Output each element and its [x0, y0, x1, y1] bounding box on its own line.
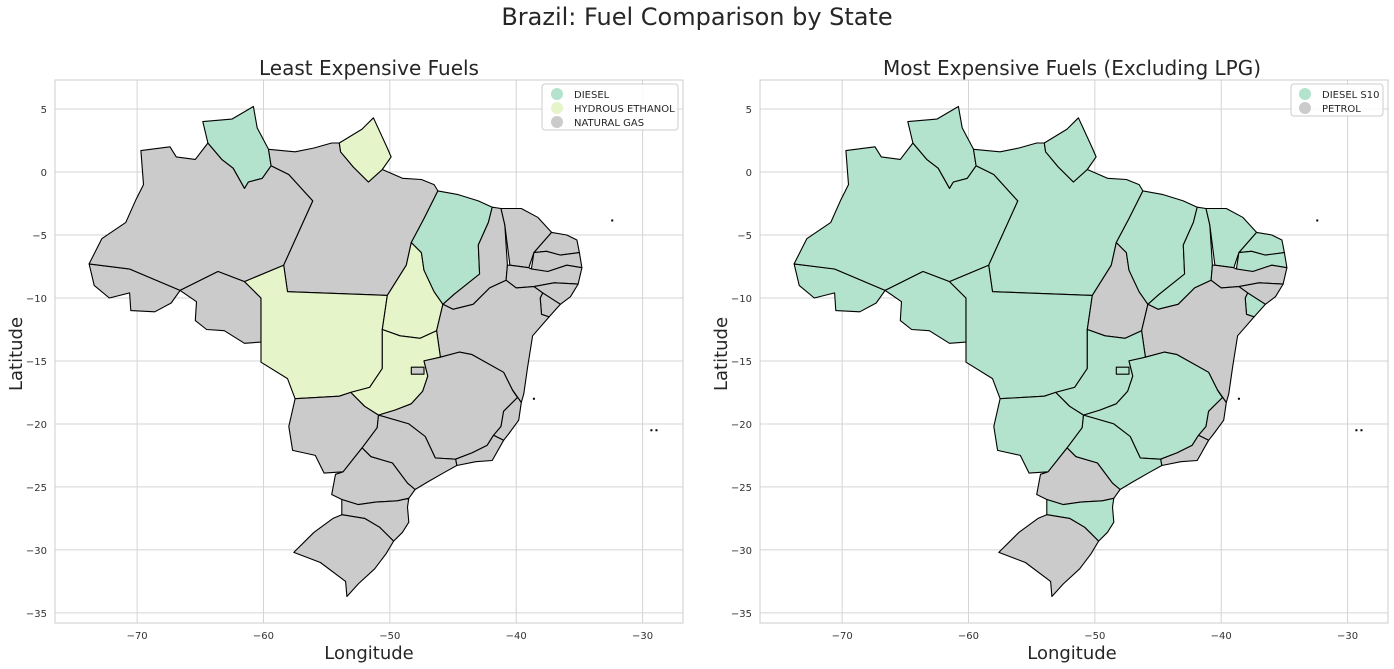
x-tick-label: −40 [506, 631, 527, 642]
y-tick-label: −15 [26, 357, 47, 368]
left-panel-title: Least Expensive Fuels [259, 56, 479, 80]
y-tick-label: −25 [731, 483, 752, 494]
y-tick-label: 5 [746, 105, 752, 116]
island-speck [611, 219, 614, 222]
right-tick-labels: −70 −60 −50 −40 −30 5 0 −5 −10 −15 −20 −25 −30 −35 [731, 105, 1358, 642]
left-legend-label-diesel: DIESEL [574, 90, 610, 101]
state-df [1115, 366, 1130, 375]
island-speck [1316, 219, 1319, 222]
x-tick-label: −30 [1337, 631, 1358, 642]
right-x-axis-label: Longitude [1027, 643, 1117, 664]
left-states-layer [88, 105, 658, 598]
right-axes-frame [759, 79, 1389, 624]
state-df [410, 366, 425, 375]
y-tick-label: −25 [26, 483, 47, 494]
y-tick-label: −15 [731, 357, 752, 368]
left-tick-labels: −70 −60 −50 −40 −30 5 0 −5 −10 −15 −20 −25 −30 −35 [26, 105, 653, 642]
right-map-panel: −70 −60 −50 −40 −30 5 0 −5 −10 −15 −20 −25 −30 −35 Mo… [711, 56, 1389, 664]
left-legend-marker-diesel [551, 88, 563, 100]
x-tick-label: −60 [958, 631, 979, 642]
left-axes-frame [54, 79, 684, 624]
left-legend-label-hydrous-ethanol: HYDROUS ETHANOL [574, 104, 675, 115]
left-legend-box [541, 83, 679, 131]
left-map-panel: −70 −60 −50 −40 −30 5 0 −5 −10 −15 −20 −25 −30 −35 Le… [6, 56, 684, 664]
y-tick-label: −5 [32, 231, 47, 242]
y-tick-label: −5 [737, 231, 752, 242]
x-tick-label: −50 [379, 631, 400, 642]
x-tick-label: −60 [253, 631, 274, 642]
right-legend-label-diesel-s10: DIESEL S10 [1322, 90, 1379, 101]
state-ro [179, 270, 262, 344]
state-ap [338, 117, 392, 183]
y-tick-label: −35 [26, 609, 47, 620]
x-tick-label: −70 [127, 631, 148, 642]
left-legend: DIESEL HYDROUS ETHANOL NATURAL GAS [541, 83, 679, 131]
left-legend-marker-hydrous-ethanol [551, 102, 563, 114]
y-tick-label: −20 [731, 420, 752, 431]
right-y-axis-label: Latitude [711, 317, 732, 391]
state-rs [998, 514, 1100, 598]
x-tick-label: −30 [632, 631, 653, 642]
x-tick-label: −70 [832, 631, 853, 642]
x-tick-label: −40 [1211, 631, 1232, 642]
y-tick-label: −10 [731, 294, 752, 305]
right-legend-marker-petrol [1299, 102, 1311, 114]
right-states-layer [793, 105, 1363, 598]
island-speck [1237, 397, 1240, 400]
state-ro [884, 270, 967, 344]
left-y-axis-label: Latitude [6, 317, 27, 391]
y-tick-label: 5 [41, 105, 47, 116]
y-tick-label: −20 [26, 420, 47, 431]
y-tick-label: −30 [731, 546, 752, 557]
right-legend-box [1290, 83, 1384, 117]
y-tick-label: −10 [26, 294, 47, 305]
y-tick-label: −30 [26, 546, 47, 557]
island-speck [650, 429, 653, 432]
state-rr [907, 105, 977, 189]
right-legend-marker-diesel-s10 [1299, 88, 1311, 100]
y-tick-label: 0 [746, 168, 752, 179]
left-x-axis-label: Longitude [324, 643, 414, 664]
y-tick-label: −35 [731, 609, 752, 620]
figure-title: Brazil: Fuel Comparison by State [501, 3, 892, 31]
right-panel-title: Most Expensive Fuels (Excluding LPG) [883, 56, 1261, 80]
island-speck [1355, 429, 1358, 432]
y-tick-label: 0 [41, 168, 47, 179]
state-ap [1043, 117, 1097, 183]
state-rs [293, 514, 395, 598]
island-speck [655, 429, 658, 432]
state-rr [202, 105, 272, 189]
x-tick-label: −50 [1084, 631, 1105, 642]
right-legend-label-petrol: PETROL [1322, 104, 1361, 115]
island-speck [1360, 429, 1363, 432]
left-legend-label-natural-gas: NATURAL GAS [574, 118, 644, 129]
right-legend: DIESEL S10 PETROL [1290, 83, 1384, 117]
island-speck [532, 397, 535, 400]
left-legend-marker-natural-gas [551, 116, 563, 128]
